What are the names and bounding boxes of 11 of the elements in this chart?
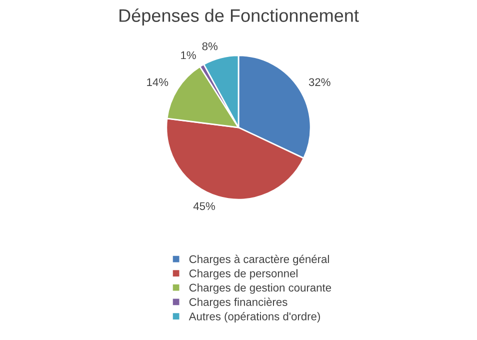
legend-label: Charges à caractère général xyxy=(189,254,329,266)
legend-label: Autres (opérations d'ordre) xyxy=(188,312,320,323)
legend-label: Charges financières xyxy=(189,298,288,308)
data-label: 14% xyxy=(147,78,168,86)
legend-label: Charges de personnel xyxy=(189,269,298,280)
chart-title: Dépenses de Fonctionnement xyxy=(120,8,359,26)
data-label: 45% xyxy=(193,202,215,210)
data-label: 8% xyxy=(202,42,218,50)
data-label: 1% xyxy=(181,51,196,60)
data-label: 32% xyxy=(308,78,330,86)
legend-label: Charges de gestion courante xyxy=(189,283,332,294)
